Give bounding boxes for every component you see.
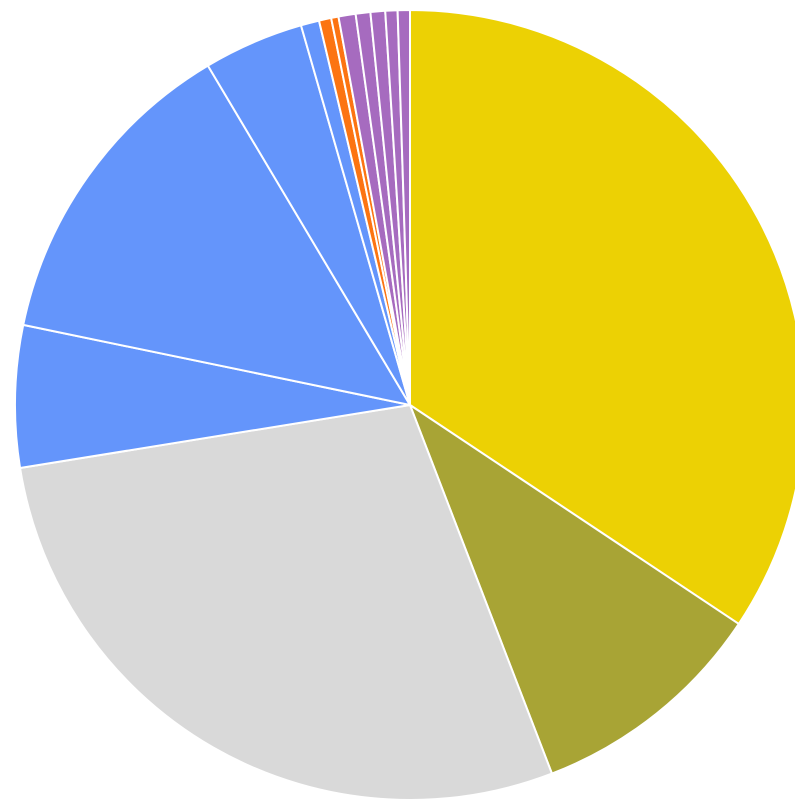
pie-slice	[396, 9, 411, 406]
pie-slice	[409, 404, 740, 775]
pie-slice	[22, 64, 411, 406]
pie-slice	[14, 323, 411, 470]
pie-slice	[409, 9, 795, 625]
pie-slice	[19, 404, 553, 800]
